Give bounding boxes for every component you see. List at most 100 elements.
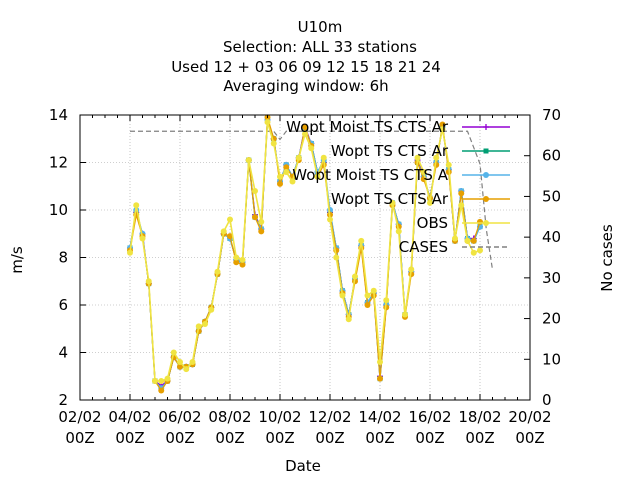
series-layer [127, 114, 483, 394]
y-tick-label: 8 [58, 249, 68, 267]
data-point [164, 375, 171, 382]
data-point [377, 359, 383, 365]
data-point [239, 256, 246, 263]
y2-tick-label: 50 [542, 187, 561, 205]
y-tick-label: 6 [58, 296, 68, 314]
x-tick-label-hour: 00Z [165, 429, 194, 447]
y-tick-label: 2 [58, 391, 68, 409]
data-point [364, 292, 371, 299]
data-point [327, 216, 333, 223]
x-tick-label-hour: 00Z [515, 429, 544, 447]
x-tick-label: 12/02 [308, 408, 351, 426]
legend-marker [483, 196, 489, 202]
x-tick-label: 02/02 [58, 408, 101, 426]
cases-layer [130, 130, 494, 270]
legend-label: Wopt TS CTS Ar [331, 142, 449, 160]
y2-tick-label: 10 [542, 350, 561, 368]
data-point [470, 249, 477, 256]
legend-marker [483, 172, 489, 178]
data-point [258, 228, 265, 235]
data-point [464, 237, 471, 244]
y2-tick-label: 20 [542, 310, 561, 328]
x-tick-label: 16/02 [408, 408, 451, 426]
legend-label: OBS [417, 214, 448, 232]
legend: Wopt Moist TS CTS Ar Wopt TS CTS Ar Wopt M… [286, 118, 510, 256]
data-point [458, 202, 465, 209]
x-tick-label: 06/02 [158, 408, 201, 426]
data-point [408, 266, 415, 273]
data-point [227, 216, 233, 223]
data-point [133, 202, 140, 209]
data-point [277, 173, 283, 180]
data-point [158, 378, 165, 384]
y-tick-label: 14 [49, 106, 68, 124]
data-point [170, 349, 177, 356]
data-point [252, 188, 258, 194]
data-point [283, 169, 290, 175]
data-point [377, 375, 383, 382]
x-tick-label: 10/02 [258, 408, 301, 426]
data-point [339, 292, 346, 299]
data-point [277, 180, 283, 187]
data-point [252, 214, 258, 221]
data-point [214, 268, 221, 275]
data-point [264, 119, 271, 126]
data-point [364, 302, 371, 308]
data-point [227, 233, 233, 240]
legend-marker [483, 124, 489, 130]
x-tick-label: 18/02 [458, 408, 501, 426]
data-point [333, 254, 340, 261]
y2-tick-label: 30 [542, 269, 561, 287]
title-line-3: Used 12 + 03 06 09 12 15 18 21 24 [171, 58, 441, 76]
data-point [433, 154, 440, 161]
y-tick-label: 10 [49, 201, 68, 219]
data-point [145, 278, 152, 285]
data-point [245, 157, 252, 164]
data-point [439, 121, 446, 128]
x-tick-label-hour: 00Z [365, 429, 394, 447]
data-point [470, 237, 477, 244]
x-tick-label-hour: 00Z [265, 429, 294, 447]
series-4 [127, 119, 483, 384]
data-point [383, 297, 390, 304]
data-point [283, 164, 290, 171]
data-point [177, 359, 183, 365]
y2-tick-label: 70 [542, 106, 561, 124]
data-point [439, 126, 446, 133]
y2-tick-label: 0 [542, 391, 552, 409]
x-tick-label-hour: 00Z [465, 429, 494, 447]
data-point [420, 169, 427, 175]
x-tick-label-hour: 00Z [215, 429, 244, 447]
data-point [452, 235, 458, 242]
data-point [402, 311, 408, 318]
data-point [295, 154, 302, 161]
data-point [139, 235, 146, 242]
data-point [258, 218, 265, 225]
title-line-2: Selection: ALL 33 stations [223, 38, 417, 56]
legend-marker [483, 148, 489, 154]
data-point [389, 199, 396, 206]
data-point [427, 199, 433, 206]
x-axis-label: Date [285, 457, 321, 475]
legend-label: CASES [399, 238, 448, 256]
y-axis-label: m/s [8, 246, 26, 274]
y2-tick-label: 40 [542, 228, 561, 246]
data-point [177, 363, 183, 370]
x-tick-label-hour: 00Z [115, 429, 144, 447]
data-point [127, 249, 133, 256]
data-point [233, 254, 240, 261]
data-point [477, 247, 483, 254]
legend-marker [483, 220, 489, 226]
y-tick-label: 12 [49, 154, 68, 172]
data-point [345, 316, 352, 323]
data-point [352, 273, 358, 280]
legend-label: Wopt Moist TS CTS A [292, 166, 448, 184]
data-point [395, 228, 402, 235]
y2-axis-label: No cases [598, 224, 616, 292]
x-tick-label-hour: 00Z [65, 429, 94, 447]
data-point [208, 306, 215, 313]
data-point [189, 359, 196, 365]
data-point [152, 378, 158, 384]
x-tick-label-hour: 00Z [415, 429, 444, 447]
